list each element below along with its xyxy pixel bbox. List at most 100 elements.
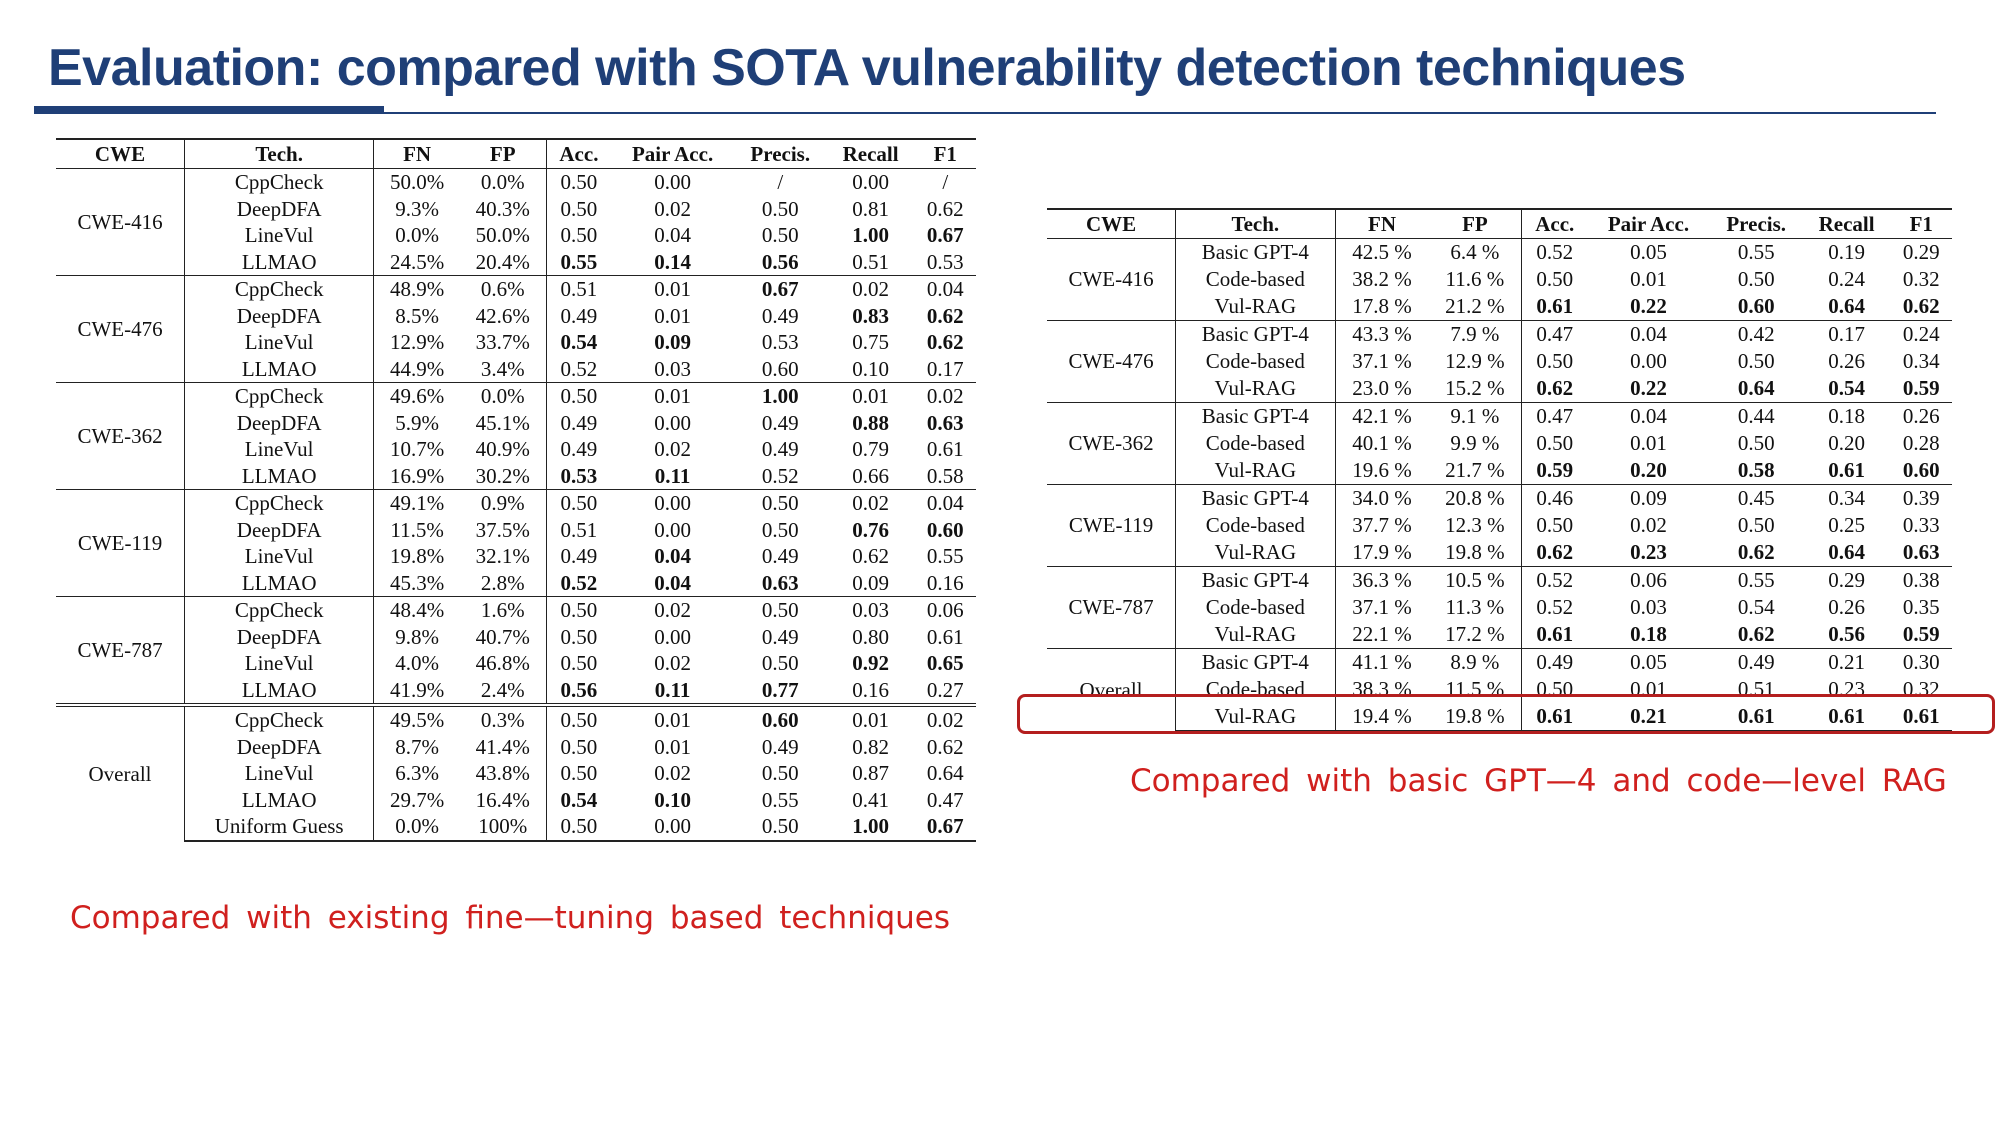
column-header: FP	[1428, 208, 1523, 239]
value-cell: 0.50	[761, 517, 799, 542]
value-cell: 0.50	[546, 596, 612, 624]
value-cell: 0.01	[654, 303, 691, 328]
value-cell: 0.83	[852, 303, 889, 328]
value-cell: 34.0 %	[1335, 484, 1429, 512]
value-cell: 10.5 %	[1428, 566, 1523, 594]
table-header-row: CWE Tech. FN FP Acc. Pair Acc. Precis. Recall F1	[1047, 208, 1952, 239]
value-cell: 0.64	[1828, 294, 1865, 318]
column-header: Tech.	[1175, 208, 1336, 239]
value-cell: 1.00	[852, 223, 889, 247]
value-cell: 0.38	[1890, 566, 1952, 594]
value-cell: 17.9 %	[1352, 540, 1412, 564]
value-cell: 0.61	[926, 437, 964, 461]
value-cell: 0.00	[654, 410, 691, 435]
value-cell: 0.61	[1890, 703, 1952, 732]
value-cell: 0.29	[1802, 566, 1891, 594]
value-cell: 17.8 %	[1352, 294, 1412, 318]
value-cell: 41.1 %	[1335, 648, 1429, 676]
table-row: LLMAO 24.5% 20.4% 0.55 0.14 0.56 0.51 0.53	[56, 248, 976, 276]
value-cell: 0.50	[761, 761, 799, 785]
cwe-cell: CWE-476	[1047, 320, 1177, 403]
value-cell: 0.00	[611, 813, 734, 842]
value-cell: 0.61	[1536, 294, 1574, 318]
value-cell: 0.50	[560, 170, 598, 194]
value-cell: 10.7%	[389, 437, 445, 461]
value-cell: 0.50	[1536, 349, 1574, 373]
value-cell: 0.59	[1902, 622, 1940, 646]
value-cell: 0.01	[611, 382, 734, 410]
value-cell: 0.32	[1902, 677, 1940, 701]
value-cell: 0.80	[852, 624, 889, 649]
value-cell: 0.18	[1802, 402, 1891, 430]
technique-cell: CppCheck	[184, 489, 375, 517]
value-cell: 0.02	[654, 437, 691, 461]
value-cell: 0.42	[1709, 320, 1803, 348]
table-row: CWE-476 Basic GPT-4 43.3 % 7.9 % 0.47 0.04 0.4…	[1047, 320, 1952, 403]
value-cell: 0.10	[852, 356, 889, 381]
value-cell: 0.55	[560, 249, 598, 274]
value-cell: 0.60	[1737, 294, 1775, 318]
cwe-cell: CWE-787	[1047, 566, 1177, 649]
value-cell: 11.5 %	[1428, 676, 1523, 703]
value-cell: 8.9 %	[1428, 648, 1523, 676]
value-cell: 0.49	[560, 437, 598, 461]
value-cell: 0.21	[1802, 648, 1891, 676]
value-cell: 1.00	[733, 382, 827, 410]
value-cell: 0.61	[1828, 458, 1865, 482]
value-cell: 0.21	[1587, 703, 1710, 732]
value-cell: 44.9%	[389, 356, 445, 381]
value-cell: 0.02	[654, 651, 691, 675]
technique-cell: LineVul	[184, 760, 375, 787]
technique-cell: DeepDFA	[184, 623, 375, 650]
table-row: DeepDFA 8.7% 41.4% 0.50 0.01 0.49 0.82 0.62	[56, 733, 976, 760]
value-cell: 29.7%	[389, 787, 445, 812]
value-cell: 0.51	[1737, 677, 1775, 701]
value-cell: 0.01	[611, 275, 734, 303]
value-cell: /	[942, 170, 949, 194]
value-cell: 0.51	[546, 275, 612, 303]
value-cell: 0.11	[654, 463, 691, 488]
value-cell: 0.17	[926, 356, 964, 381]
value-cell: 0.01	[654, 734, 691, 759]
technique-cell: DeepDFA	[184, 409, 375, 436]
value-cell: 0.59	[1902, 376, 1940, 400]
value-cell: 0.58	[1737, 458, 1775, 482]
value-cell: 0.47	[1521, 320, 1588, 348]
technique-cell: Code-based	[1175, 266, 1336, 293]
value-cell: 0.60	[761, 356, 799, 381]
value-cell: 0.62	[1902, 294, 1940, 318]
value-cell: 43.8%	[459, 760, 547, 787]
value-cell: 6.3%	[395, 761, 439, 785]
value-cell: 0.17	[1802, 320, 1891, 348]
cwe-cell: CWE-416	[1047, 238, 1177, 321]
value-cell: 0.77	[761, 677, 799, 702]
value-cell: 0.49	[761, 624, 799, 649]
column-header: F1	[1890, 208, 1952, 239]
value-cell: 0.04	[654, 223, 691, 247]
value-cell: 0.0%	[459, 168, 547, 196]
value-cell: 0.02	[914, 382, 976, 410]
value-cell: 0.04	[914, 275, 976, 303]
value-cell: 0.09	[852, 570, 889, 595]
technique-cell: DeepDFA	[184, 195, 375, 222]
cwe-cell: CWE-119	[1047, 484, 1177, 567]
title-underline	[34, 112, 1936, 114]
value-cell: 24.5%	[389, 249, 445, 274]
value-cell: 0.49	[761, 734, 799, 759]
value-cell: 0.20	[1630, 458, 1667, 482]
table-row: Code-based 37.1 % 12.9 % 0.50 0.00 0.50 0.26 0.…	[1047, 348, 1952, 375]
table-row: Overall Basic GPT-4 41.1 % 8.9 % 0.49 0.05 0.4…	[1047, 648, 1952, 731]
value-cell: 0.09	[1587, 484, 1710, 512]
value-cell: 0.03	[1630, 595, 1667, 619]
value-cell: 0.02	[654, 761, 691, 785]
value-cell: 0.50	[560, 651, 598, 675]
technique-cell: Basic GPT-4	[1175, 648, 1336, 676]
value-cell: 0.50	[761, 223, 799, 247]
value-cell: 21.2 %	[1428, 293, 1523, 321]
value-cell: 0.52	[1536, 240, 1574, 264]
column-header: F1	[914, 138, 976, 169]
value-cell: 20.8 %	[1428, 484, 1523, 512]
value-cell: 0.76	[852, 517, 889, 542]
value-cell: 30.2%	[459, 462, 547, 490]
value-cell: 0.10	[654, 787, 691, 812]
